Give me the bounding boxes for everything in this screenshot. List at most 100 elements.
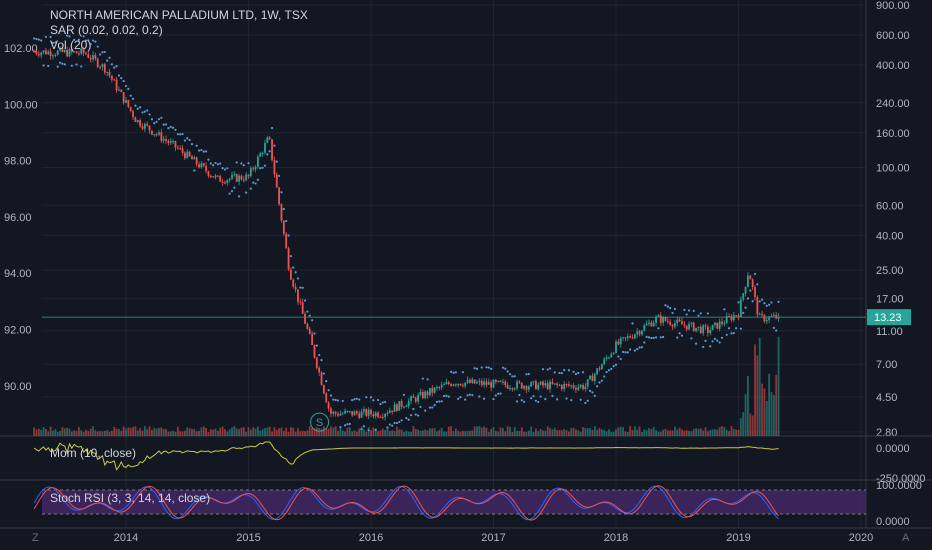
volume-bar <box>186 427 189 436</box>
stoch-legend: Stoch RSI (3, 3, 14, 14, close) <box>50 491 210 506</box>
volume-bar <box>417 429 420 436</box>
sar-dot <box>494 394 497 397</box>
volume-bar <box>226 431 229 436</box>
candle-body <box>624 337 627 339</box>
sar-dot <box>643 341 646 344</box>
candle-body <box>502 381 504 383</box>
volume-bar <box>520 427 523 436</box>
sar-dot <box>454 371 457 374</box>
sar-dot <box>584 401 587 405</box>
sar-dot <box>459 396 462 399</box>
left-tick-98.00: 98.00 <box>4 156 32 168</box>
candle-body <box>297 289 299 302</box>
sar-dot <box>567 369 570 372</box>
volume-bar <box>723 427 726 436</box>
sar-dot <box>221 167 224 170</box>
x-tick-2019: 2019 <box>726 532 750 544</box>
sar-dot <box>209 162 212 165</box>
sar-dot <box>122 79 125 83</box>
sar-dot <box>499 392 502 395</box>
candle-body <box>509 388 511 390</box>
sar-dot <box>200 148 203 152</box>
sar-dot <box>666 305 669 308</box>
candle-body <box>238 175 240 182</box>
volume-bar <box>348 427 351 436</box>
candle-body <box>125 100 127 103</box>
candle-body <box>471 379 474 383</box>
candle-body <box>155 134 158 136</box>
zoom-button[interactable]: Z <box>32 532 39 544</box>
sar-dot <box>101 51 104 54</box>
volume-bar <box>523 431 526 436</box>
sar-dot <box>84 39 88 42</box>
candle-body <box>162 138 165 141</box>
candle-body <box>527 386 530 390</box>
candle-body <box>207 171 210 176</box>
candle-body <box>617 341 620 345</box>
sar-dot <box>605 370 608 374</box>
volume-bar <box>735 429 738 436</box>
volume-bar <box>506 426 509 436</box>
sar-dot <box>438 400 441 403</box>
volume-bar <box>301 430 304 436</box>
candle-body <box>330 408 332 414</box>
candle-body <box>765 320 768 322</box>
symbol-title[interactable]: NORTH AMERICAN PALLADIUM LTD, 1W, TSX <box>50 8 308 22</box>
volume-bar <box>461 430 464 436</box>
sar-dot <box>219 162 222 165</box>
candle-body <box>47 51 50 55</box>
volume-bar <box>403 431 405 436</box>
sar-dot <box>744 306 747 309</box>
volume-bar <box>419 430 422 436</box>
volume-bar <box>254 428 257 436</box>
candle-body <box>457 383 460 386</box>
sar-dot <box>593 394 596 397</box>
candle-body <box>770 316 773 318</box>
sar-dot <box>709 345 712 348</box>
volume-bar <box>351 431 354 436</box>
candle-body <box>344 410 346 414</box>
stoch-label[interactable]: Stoch RSI (3, 3, 14, 14, close) <box>50 491 211 505</box>
volume-bar <box>381 428 384 436</box>
candle-body <box>233 174 236 176</box>
sar-dot <box>596 385 599 388</box>
auto-scale-button[interactable]: A <box>902 532 910 544</box>
volume-bar <box>54 429 57 436</box>
candle-body <box>662 317 665 323</box>
volume-bar <box>363 429 365 436</box>
candle-body <box>127 100 130 107</box>
candle-body <box>136 120 139 122</box>
sar-dot <box>179 133 182 136</box>
volume-bar <box>586 428 589 436</box>
volume-bar <box>40 429 43 436</box>
sar-dot <box>278 174 281 178</box>
candle-body <box>702 325 705 334</box>
volume-bar <box>535 428 537 436</box>
sar-legend[interactable]: SAR (0.02, 0.02, 0.2) <box>50 23 163 37</box>
volume-bar <box>146 429 149 436</box>
candle-body <box>87 54 90 58</box>
volume-bar <box>304 431 306 436</box>
volume-bar <box>582 426 584 436</box>
candle-body <box>777 317 780 319</box>
candle-body <box>195 157 198 165</box>
volume-bar <box>662 429 665 436</box>
sar-dot <box>242 164 245 167</box>
candle-body <box>732 315 735 321</box>
volume-bar <box>271 431 273 436</box>
sar-dot <box>379 403 382 406</box>
sar-dot <box>725 333 728 336</box>
vol-legend[interactable]: Vol (20) <box>50 38 92 52</box>
volume-bar <box>120 430 123 436</box>
volume-bar <box>273 427 276 436</box>
sar-dot <box>692 309 695 312</box>
sar-dot <box>263 164 267 167</box>
candle-body <box>669 321 672 325</box>
volume-bar <box>179 431 182 436</box>
volume-bar <box>372 427 375 436</box>
sar-dot <box>131 97 135 100</box>
sar-dot <box>285 219 288 223</box>
volume-bar <box>240 427 243 436</box>
momentum-label[interactable]: Mom (10, close) <box>50 446 137 460</box>
